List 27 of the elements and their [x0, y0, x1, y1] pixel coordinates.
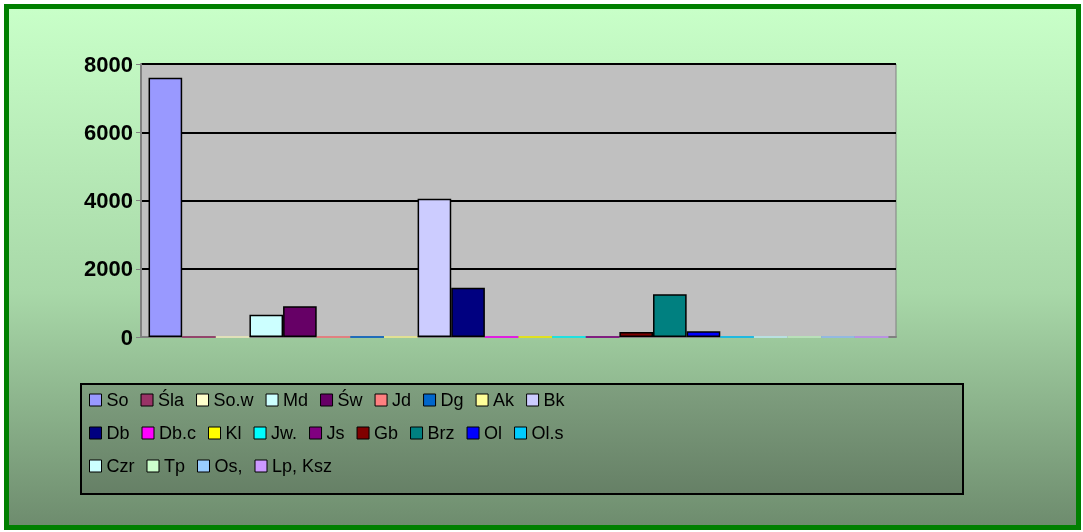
y-tick-label: 0	[120, 324, 133, 350]
legend-label: Db.c	[159, 423, 197, 443]
legend-label: Kl	[225, 423, 242, 443]
y-tick-label: 8000	[84, 51, 133, 77]
legend-label: Jw.	[271, 423, 298, 443]
legend-label: Śla	[158, 389, 186, 410]
legend-label: Bk	[543, 390, 566, 410]
legend-label: Db	[106, 423, 130, 443]
y-tick-label: 4000	[84, 188, 133, 213]
legend-label: Dg	[440, 390, 464, 410]
legend-label: Ol	[484, 423, 503, 443]
legend-label: Św	[337, 389, 364, 410]
legend-label: So	[106, 390, 129, 410]
legend-label: Lp, Ksz	[272, 456, 333, 476]
legend-label: Ol.s	[531, 423, 564, 443]
legend-label: Os,	[214, 456, 243, 476]
y-tick-label: 2000	[84, 256, 133, 282]
legend-label: Czr	[106, 456, 135, 476]
y-tick-label: 6000	[84, 119, 133, 145]
legend-label: Jd	[392, 390, 412, 410]
legend-label: Brz	[427, 423, 455, 443]
legend-label: Ak	[493, 390, 516, 410]
legend-label: Js	[326, 423, 345, 443]
legend-label: So.w	[213, 390, 255, 410]
legend-label: Md	[283, 390, 309, 410]
legend-label: Gb	[374, 423, 399, 443]
legend-label: Tp	[163, 456, 186, 476]
